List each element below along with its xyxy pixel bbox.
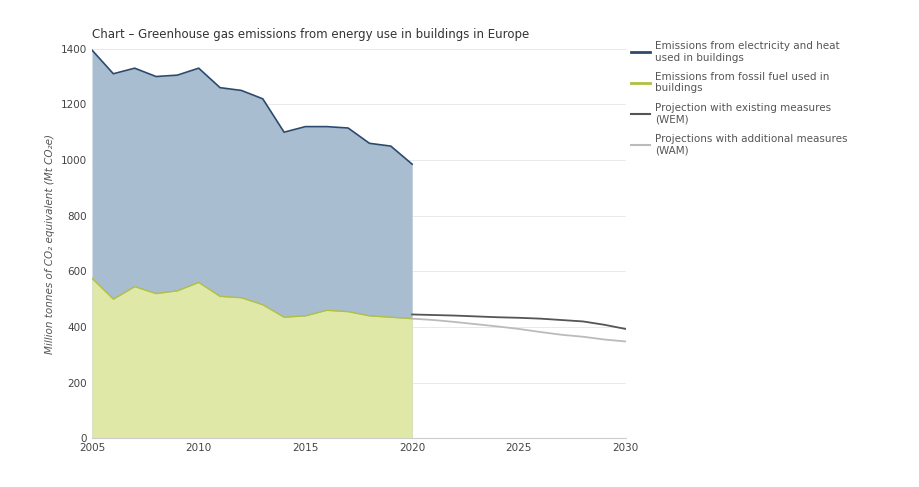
- Y-axis label: Million tonnes of CO₂ equivalent (Mt CO₂e): Million tonnes of CO₂ equivalent (Mt CO₂…: [45, 133, 55, 354]
- Text: Chart – Greenhouse gas emissions from energy use in buildings in Europe: Chart – Greenhouse gas emissions from en…: [92, 28, 528, 40]
- Legend: Emissions from electricity and heat
used in buildings, Emissions from fossil fue: Emissions from electricity and heat used…: [630, 41, 846, 155]
